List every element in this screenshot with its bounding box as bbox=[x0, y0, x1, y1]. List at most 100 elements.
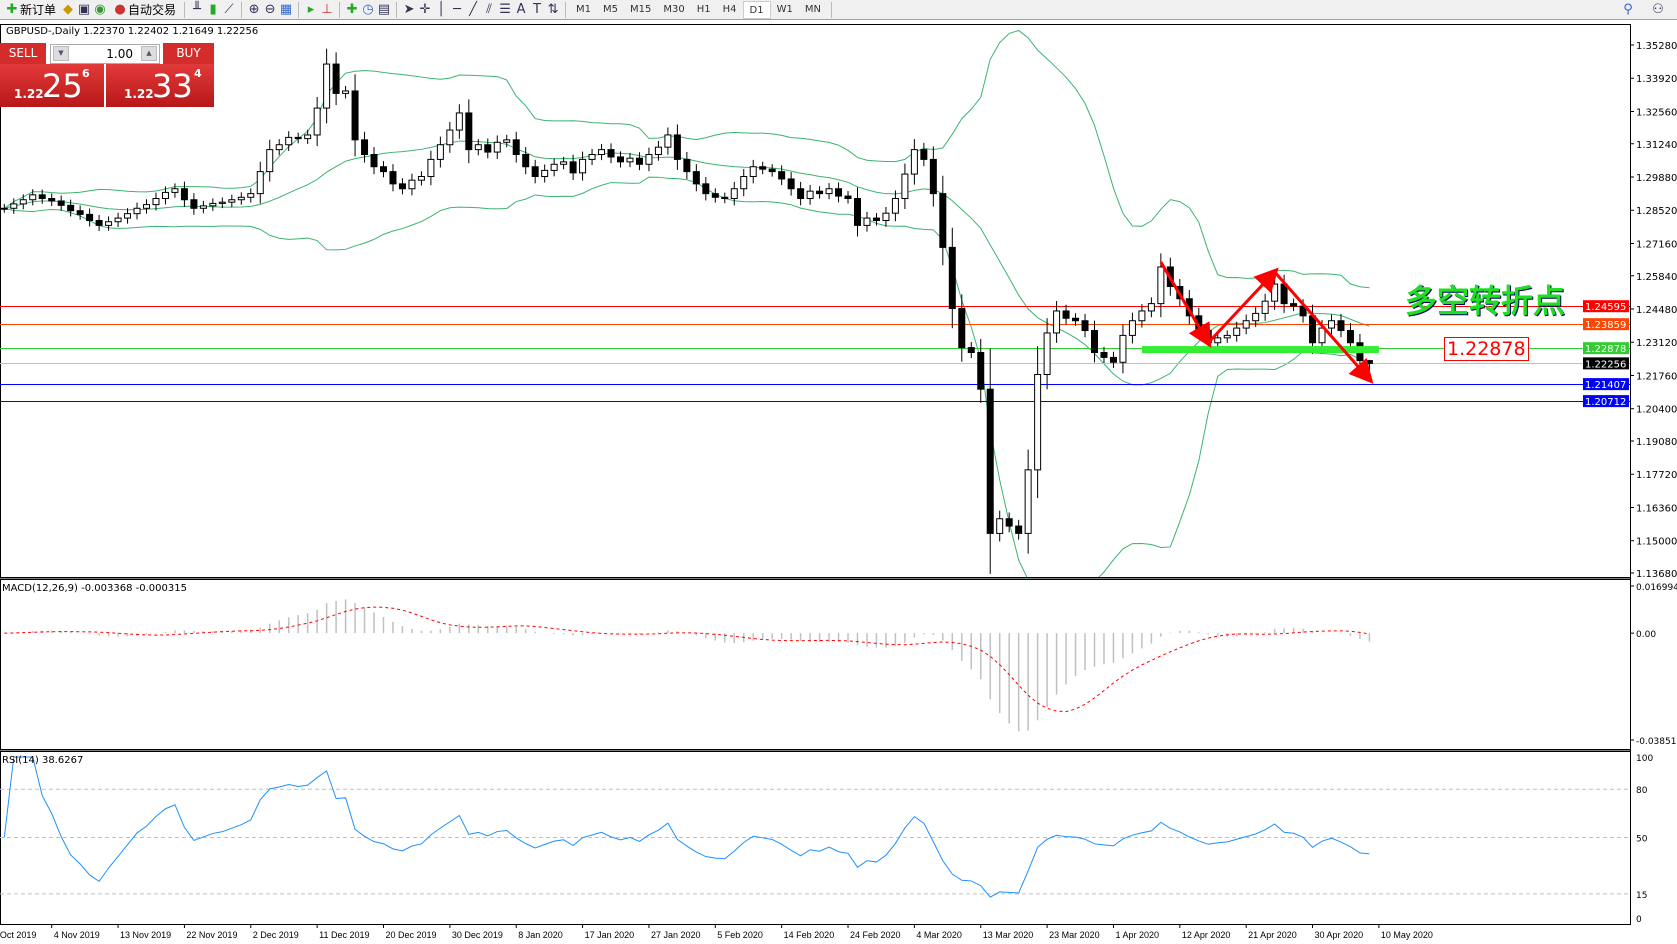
trendline-icon[interactable]: ╱ bbox=[469, 1, 477, 17]
candle-body bbox=[740, 176, 748, 190]
candle bbox=[1024, 449, 1032, 554]
candle bbox=[57, 195, 65, 211]
x-tick-label: 23 Mar 2020 bbox=[1049, 930, 1100, 940]
timeframe-w1[interactable]: W1 bbox=[776, 3, 793, 15]
bar-chart-icon[interactable]: ╨ bbox=[193, 1, 201, 17]
timeframe-m5[interactable]: M5 bbox=[603, 3, 619, 15]
community-icon[interactable]: ⚇ bbox=[1652, 1, 1664, 17]
candle-body bbox=[1024, 469, 1032, 534]
vertical-line-icon[interactable]: │ bbox=[437, 1, 445, 17]
timeframe-m1[interactable]: M1 bbox=[576, 3, 592, 15]
navigator-icon[interactable]: ▣ bbox=[77, 1, 91, 17]
timeframe-bar: M1 M5 M15 M30 H1 H4 D1 W1 MN bbox=[570, 0, 827, 19]
candle bbox=[986, 348, 994, 574]
candle-body bbox=[560, 161, 568, 165]
line-chart-icon[interactable]: ⟋ bbox=[224, 1, 234, 17]
y-tick-label: 1.33920 bbox=[1636, 74, 1677, 85]
candle-body bbox=[664, 134, 672, 148]
candle bbox=[313, 96, 321, 147]
zoom-in-icon[interactable]: ⊕ bbox=[248, 1, 260, 17]
candle-body bbox=[607, 149, 615, 158]
candle-body bbox=[171, 188, 179, 193]
candle bbox=[29, 189, 37, 206]
y-tick-label: 1.28520 bbox=[1636, 206, 1677, 217]
candle-body bbox=[1157, 266, 1165, 305]
timeframe-m15[interactable]: M15 bbox=[630, 3, 652, 15]
candle-body bbox=[996, 518, 1004, 534]
candle bbox=[560, 156, 568, 170]
signals-icon[interactable]: ◉ bbox=[94, 1, 106, 17]
tile-windows-icon[interactable]: ▦ bbox=[279, 1, 293, 17]
sell-button[interactable]: SELL bbox=[0, 43, 46, 64]
candle bbox=[977, 338, 985, 403]
templates-icon[interactable]: ▤ bbox=[377, 1, 391, 17]
lot-increase-button[interactable]: ▲ bbox=[141, 46, 157, 61]
buy-button[interactable]: BUY bbox=[163, 43, 214, 64]
candlestick-icon[interactable]: ▮ bbox=[209, 1, 217, 17]
buy-price[interactable]: 1.22 33 4 bbox=[106, 64, 214, 107]
timeframe-h1[interactable]: H1 bbox=[696, 3, 711, 15]
search-icon[interactable]: ⚲ bbox=[1623, 1, 1633, 17]
auto-scroll-icon[interactable]: ▸ bbox=[307, 1, 315, 17]
candle-body bbox=[114, 217, 122, 223]
equidistant-channel-icon[interactable]: ⫽ bbox=[486, 1, 492, 17]
x-tick-label: 5 Feb 2020 bbox=[717, 930, 763, 940]
timeframe-m30[interactable]: M30 bbox=[663, 3, 685, 15]
zoom-out-icon[interactable]: ⊖ bbox=[264, 1, 276, 17]
candle-body bbox=[143, 204, 150, 209]
auto-trading-icon: ● bbox=[114, 1, 126, 17]
candle-body bbox=[768, 168, 776, 173]
candle bbox=[797, 181, 805, 206]
candle-body bbox=[294, 136, 302, 140]
timeframe-h4[interactable]: H4 bbox=[722, 3, 737, 15]
candle-body bbox=[313, 107, 321, 136]
red-arrow bbox=[1207, 267, 1279, 344]
candle bbox=[522, 147, 530, 175]
lot-decrease-button[interactable]: ▼ bbox=[53, 46, 69, 61]
candle bbox=[342, 85, 350, 99]
candle-body bbox=[427, 158, 435, 178]
candle bbox=[446, 122, 454, 153]
candle bbox=[948, 227, 956, 329]
chart-shift-icon[interactable]: ⊥ bbox=[321, 1, 333, 17]
new-order-icon: ✚ bbox=[6, 1, 18, 17]
candle bbox=[455, 104, 463, 139]
sell-price[interactable]: 1.22 25 6 bbox=[0, 64, 104, 107]
candle bbox=[228, 194, 236, 208]
new-order-button[interactable]: ✚ 新订单 bbox=[0, 0, 60, 20]
indicators-icon[interactable]: ✚ bbox=[346, 1, 358, 17]
candle bbox=[683, 151, 691, 180]
text-icon[interactable]: A bbox=[516, 1, 526, 17]
annotation-text: 多空转折点 bbox=[1405, 282, 1566, 320]
candle-body bbox=[939, 193, 947, 248]
candle-body bbox=[531, 166, 539, 178]
crosshair-icon[interactable]: ✛ bbox=[419, 1, 431, 17]
candle bbox=[304, 129, 312, 144]
price-badge-label: 1.22256 bbox=[1585, 359, 1626, 370]
candle-body bbox=[133, 207, 141, 215]
metaeditor-icon[interactable]: ◆ bbox=[63, 1, 74, 17]
timeframe-d1[interactable]: D1 bbox=[742, 0, 771, 19]
arrows-icon[interactable]: ⇅ bbox=[547, 1, 559, 17]
candle-body bbox=[816, 190, 824, 195]
candle-body bbox=[910, 149, 918, 175]
lot-size-input[interactable]: 1.00 bbox=[50, 44, 160, 64]
horizontal-line-icon[interactable]: ─ bbox=[453, 1, 461, 17]
candle-body bbox=[29, 194, 37, 201]
auto-trading-button[interactable]: ● 自动交易 bbox=[108, 0, 180, 20]
fibonacci-icon[interactable]: ☰ bbox=[499, 1, 511, 17]
candle bbox=[503, 134, 511, 148]
candle-body bbox=[1128, 320, 1136, 336]
rsi-y-tick-label: 80 bbox=[1636, 786, 1648, 796]
text-label-icon[interactable]: T bbox=[533, 1, 541, 17]
price-pane bbox=[0, 29, 1630, 577]
periods-icon[interactable]: ◷ bbox=[362, 1, 374, 17]
candle bbox=[1081, 313, 1089, 338]
cursor-icon[interactable]: ➤ bbox=[403, 1, 415, 17]
y-tick-label: 1.17720 bbox=[1636, 470, 1677, 481]
timeframe-mn[interactable]: MN bbox=[804, 3, 821, 15]
candle-body bbox=[512, 139, 520, 156]
red-arrow bbox=[1273, 270, 1374, 384]
candle bbox=[787, 172, 795, 196]
